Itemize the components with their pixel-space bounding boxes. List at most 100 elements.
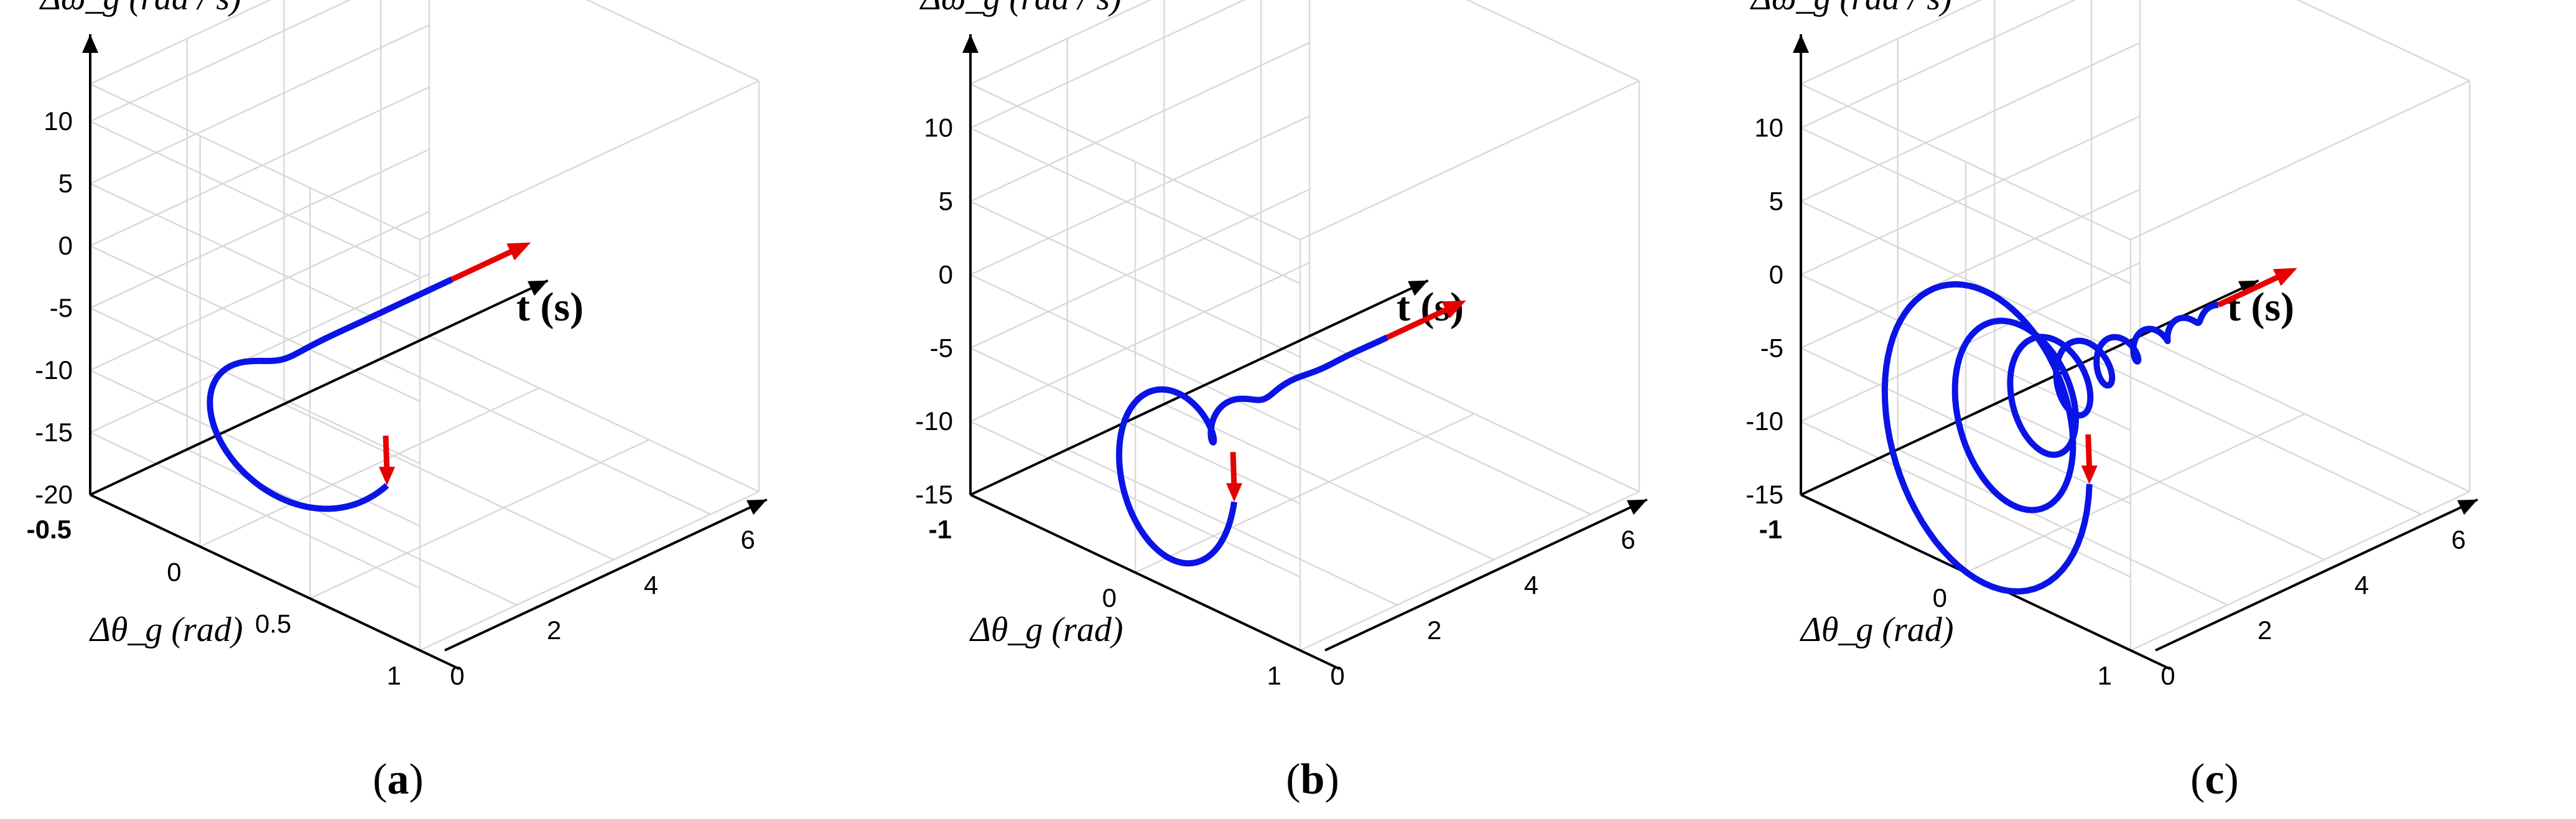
gridline: [1466, 0, 1640, 82]
z-axis-arrow: [1793, 34, 1809, 53]
z-tick-label: -15: [1746, 480, 1783, 509]
gridline: [90, 182, 421, 340]
t-tick-label: 2: [547, 615, 561, 645]
start-arrow: [379, 435, 395, 485]
z-tick-label: 10: [924, 113, 953, 143]
start-arrow-shaft: [383, 435, 390, 472]
z-tick-label: 10: [1754, 113, 1783, 143]
theta-tick-label: 0: [1933, 583, 1947, 612]
start-arrow-head: [2081, 466, 2098, 485]
gridline: [970, 189, 1310, 349]
gridline: [90, 0, 351, 123]
t-tick-label: 4: [2355, 570, 2369, 599]
gridline: [90, 148, 430, 309]
end-arrow-head: [2272, 268, 2297, 286]
end-arrow-shaft: [1386, 305, 1452, 340]
gridline: [2130, 490, 2470, 652]
t-tick-label: 4: [1524, 570, 1538, 599]
z-axis-label: Δω_g (rad / s): [39, 0, 241, 17]
theta-tick-label: -0.5: [27, 515, 72, 544]
z-tick-label: 5: [58, 169, 73, 198]
theta-axis-label: Δθ_g (rad): [89, 611, 243, 649]
z-tick-label: -10: [35, 355, 73, 385]
gridline: [585, 0, 760, 82]
gridline: [970, 115, 1310, 276]
gridline: [1800, 42, 2141, 202]
theta-tick-label: 1: [387, 661, 401, 690]
grid: [89, 0, 760, 652]
gridline: [187, 449, 518, 606]
start-arrow: [1226, 452, 1242, 502]
gridline: [90, 0, 272, 85]
z-tick-label: -5: [50, 293, 73, 322]
panel-caption: (b): [1286, 756, 1339, 803]
z-tick-label: 5: [1769, 187, 1783, 216]
z-tick-label: 0: [58, 231, 73, 260]
gridline: [970, 127, 1301, 284]
trajectory-line: [207, 276, 455, 512]
gridline: [90, 86, 430, 247]
z-axis-label: Δω_g (rad / s): [919, 0, 1122, 17]
gridline: [1965, 413, 2305, 574]
gridline: [970, 0, 1152, 85]
t-axis-label: t (s): [516, 284, 584, 330]
z-tick-label: 5: [939, 187, 953, 216]
gridline: [1300, 80, 1640, 241]
gridline: [1800, 127, 2131, 284]
end-arrow: [450, 242, 531, 282]
t-tick-label: 6: [2451, 525, 2465, 554]
theta-tick-label: 1: [2098, 661, 2112, 690]
end-arrow-head: [1441, 300, 1466, 319]
theta-tick-label: 1: [1267, 661, 1281, 690]
gridline: [1800, 200, 2131, 358]
end-arrow-shaft: [450, 247, 516, 282]
gridline: [200, 387, 540, 548]
gridline: [90, 120, 421, 278]
trajectory-line: [1881, 281, 2221, 595]
t-tick-label: 0: [450, 661, 464, 690]
gridline: [970, 262, 1310, 423]
trajectory-line: [1116, 334, 1390, 567]
t-axis-front-arrow: [2457, 499, 2478, 515]
end-arrow: [2217, 268, 2297, 308]
gridline: [970, 421, 1301, 578]
t-axis-arrow: [1408, 280, 1428, 296]
gridline: [380, 358, 711, 515]
gridline: [1800, 0, 1983, 85]
theta-tick-label: -1: [1759, 515, 1782, 544]
gridline: [1800, 347, 2131, 505]
t-tick-label: 0: [2160, 661, 2175, 690]
t-axis-label: t (s): [2227, 284, 2294, 330]
theta-tick-label: 0.5: [255, 609, 291, 639]
z-tick-label: -15: [915, 480, 953, 509]
gridline: [90, 431, 421, 589]
gridline: [283, 403, 614, 561]
gridline: [1135, 413, 1475, 574]
gridline: [1800, 83, 2131, 241]
t-axis-front-arrow: [746, 499, 767, 515]
gridline: [429, 335, 760, 493]
theta-axis-label: Δθ_g (rad): [969, 611, 1123, 649]
gridline: [1800, 262, 2141, 423]
gridline: [419, 80, 760, 241]
gridline: [970, 42, 1310, 202]
gridline: [970, 200, 1301, 358]
start-arrow-head: [1226, 483, 1242, 502]
end-arrow-shaft: [2217, 273, 2283, 308]
gridline: [90, 245, 421, 403]
gridline: [90, 273, 430, 434]
t-axis-arrow: [528, 280, 548, 296]
t-tick-label: 4: [644, 570, 658, 599]
panel-caption: (c): [2190, 756, 2239, 803]
gridline: [419, 490, 760, 652]
axes: [82, 34, 768, 670]
gridline: [90, 369, 421, 527]
gridline: [90, 210, 430, 372]
t-axis-front: [2155, 498, 2478, 652]
t-tick-label: 0: [1330, 661, 1344, 690]
gridline: [1800, 0, 2076, 129]
